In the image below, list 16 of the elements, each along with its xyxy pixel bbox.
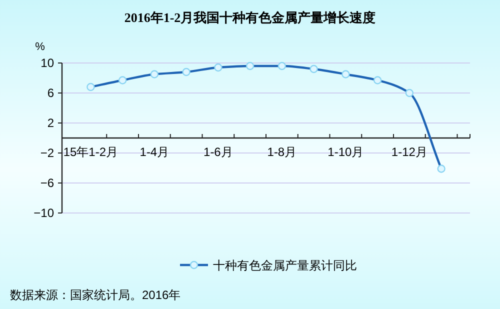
y-tick-label: 10 [40, 56, 54, 70]
x-tick-label: 1-4月 [140, 145, 170, 159]
y-axis-title: % [35, 41, 46, 53]
y-tick-label: −6 [40, 176, 54, 190]
y-tick-label: 6 [47, 86, 54, 100]
x-tick-label: 1-6月 [204, 145, 233, 159]
x-tick-label: 15年1-2月 [63, 145, 118, 159]
x-tick-label: 1-10月 [328, 145, 364, 159]
y-tick-label: −2 [40, 146, 54, 160]
y-tick-label: −10 [34, 206, 54, 220]
chart-title: 2016年1-2月我国十种有色金属产量增长速度 [124, 10, 376, 25]
x-tick-label: 1-8月 [267, 145, 297, 159]
y-tick-label: 2 [47, 116, 54, 130]
x-tick-label: 1-12月 [391, 145, 428, 159]
source-note: 数据来源：国家统计局。2016年 [10, 288, 181, 302]
legend-label: 十种有色金属产量累计同比 [213, 258, 357, 272]
